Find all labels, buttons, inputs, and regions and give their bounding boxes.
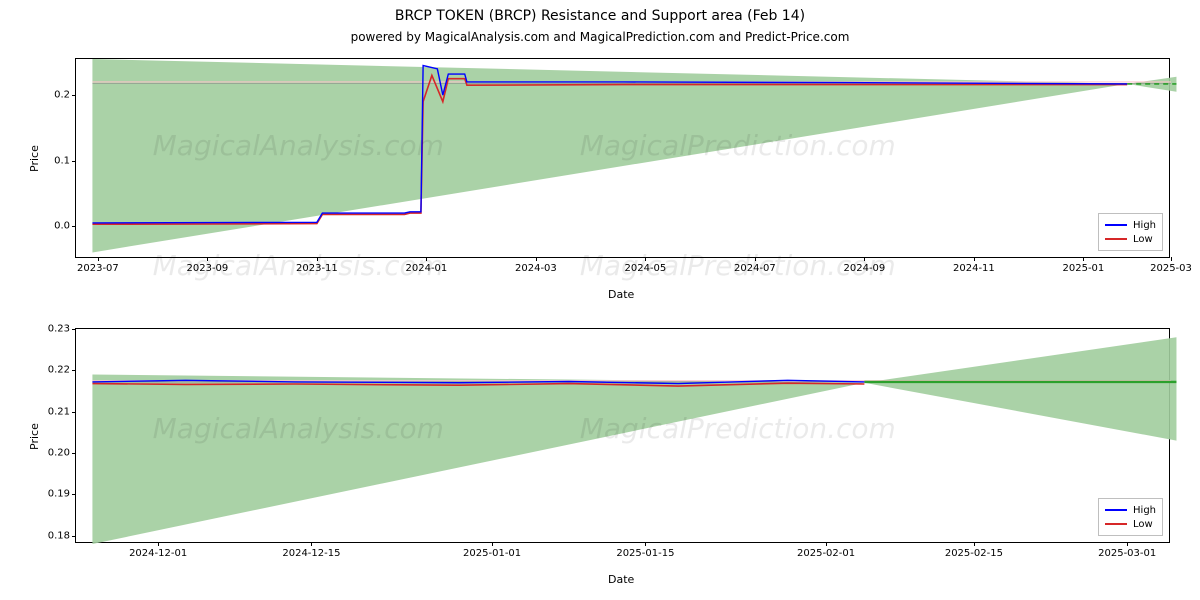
legend-swatch-high bbox=[1105, 224, 1127, 226]
bottom-chart-panel: High Low 0.180.190.200.210.220.232024-12… bbox=[75, 328, 1170, 543]
bottom-chart-svg bbox=[76, 329, 1171, 544]
chart-subtitle: powered by MagicalAnalysis.com and Magic… bbox=[0, 30, 1200, 44]
legend-label-low: Low bbox=[1133, 519, 1153, 530]
chart-title: BRCP TOKEN (BRCP) Resistance and Support… bbox=[0, 8, 1200, 24]
legend-swatch-high bbox=[1105, 509, 1127, 511]
top-chart-panel: High Low 0.00.10.22023-072023-092023-112… bbox=[75, 58, 1170, 258]
top-chart-ylabel: Price bbox=[28, 145, 41, 172]
legend-item-high: High bbox=[1105, 503, 1156, 517]
legend: High Low bbox=[1098, 498, 1163, 536]
legend-item-low: Low bbox=[1105, 517, 1156, 531]
top-chart-xlabel: Date bbox=[608, 288, 634, 301]
legend-label-high: High bbox=[1133, 505, 1156, 516]
legend-item-high: High bbox=[1105, 218, 1156, 232]
top-chart-svg bbox=[76, 59, 1171, 259]
legend-label-high: High bbox=[1133, 220, 1156, 231]
bottom-chart-ylabel: Price bbox=[28, 423, 41, 450]
legend-swatch-low bbox=[1105, 523, 1127, 525]
bottom-chart-xlabel: Date bbox=[608, 573, 634, 586]
legend-label-low: Low bbox=[1133, 234, 1153, 245]
legend: High Low bbox=[1098, 213, 1163, 251]
legend-item-low: Low bbox=[1105, 232, 1156, 246]
legend-swatch-low bbox=[1105, 238, 1127, 240]
